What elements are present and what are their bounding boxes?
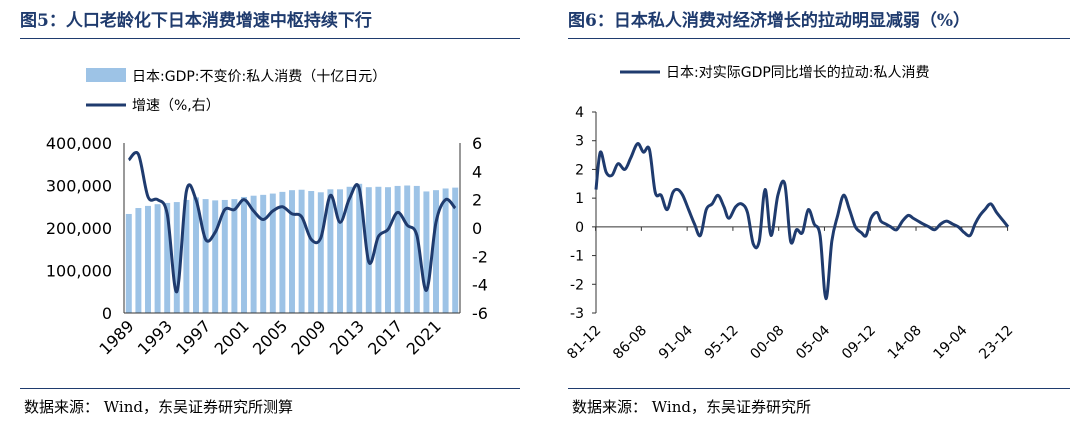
bar-1990 [135,208,142,313]
x-tick-label: 95-12 [702,323,742,363]
bar-2012 [346,186,353,313]
left-y-tick-label: 0 [102,304,112,323]
bar-2020 [423,191,430,313]
x-tick-label: 14-08 [885,323,925,363]
bar-1996 [193,197,199,313]
right-y-tick-label: 6 [472,134,482,153]
bar-2004 [269,193,276,313]
bar-2001 [241,196,247,313]
x-tick-label: 86-08 [610,323,650,363]
bar-2005 [279,191,286,313]
x-tick-label: 2001 [211,316,253,358]
bar-2002 [250,195,257,313]
figure-6-bottom-rule [568,388,1070,389]
x-tick-label: 81-12 [564,323,604,363]
bar-1989 [125,213,132,313]
bar-2023 [452,187,459,313]
bar-2007 [298,189,305,313]
figure-6-top-rule [568,38,1070,39]
legend-label-consumption-contribution: 日本:对实际GDP同比增长的拉动:私人消费 [666,65,930,81]
bar-2010 [327,189,334,313]
bar-2000 [231,199,238,313]
legend-swatch-private-consumption [86,68,126,82]
left-y-tick-label: 400,000 [46,134,112,153]
x-tick-label: 00-08 [747,323,787,363]
bar-1993 [164,202,171,313]
consumption-growth-chart: 日本:GDP:不变价:私人消费（十亿日元） 增速（%,右） 0 100,000 200,… [46,68,488,359]
bar-2017 [394,185,401,313]
figure-6-panel: 图6：日本私人消费对经济增长的拉动明显减弱（%） 日本:对实际GDP同比增长的拉… [548,0,1080,430]
y-tick-label: 3 [575,134,584,150]
bar-2009 [317,192,324,313]
legend-label-growth-rate: 增速（%,右） [132,98,220,114]
y-tick-label: 4 [575,105,584,121]
bar-2022 [442,188,449,313]
left-y-tick-label: 200,000 [46,219,112,238]
x-tick-label: 2009 [287,316,329,358]
x-tick-label: 05-04 [793,322,833,362]
y-tick-label: 1 [575,191,584,207]
figure-6-source: 数据来源： Wind，东吴证券研究所 [572,398,811,416]
left-y-tick-label: 300,000 [46,177,112,196]
bar-2018 [404,185,411,313]
bar-2015 [375,186,382,313]
right-y-tick-label: -6 [472,304,488,323]
bar-2013 [356,183,363,313]
figure-5-source: 数据来源： Wind，东吴证券研究所测算 [24,398,293,416]
bar-2006 [289,190,295,313]
figure-5-bottom-rule [20,388,520,389]
bar-2003 [260,194,267,313]
bar-2016 [385,187,391,313]
x-tick-label: 2005 [249,316,291,358]
bar-1994 [173,202,180,313]
bar-2021 [433,190,439,313]
right-y-tick-label: 4 [472,162,482,181]
growth-rate-line [127,150,457,294]
bar-1998 [212,200,219,313]
x-tick-label: 1997 [172,316,214,358]
bar-2008 [308,191,315,313]
figure-5-title: 图5：人口老龄化下日本消费增速中枢持续下行 [20,11,372,31]
bar-1992 [154,204,161,313]
figure-5-panel: 图5：人口老龄化下日本消费增速中枢持续下行 日本:GDP:不变价:私人消费（十亿… [0,0,530,430]
x-tick-label: 23-12 [976,323,1016,363]
bar-2011 [337,189,343,313]
x-tick-label: 1993 [134,316,176,358]
x-tick-label: 2013 [326,316,368,358]
figure-6-title: 图6：日本私人消费对经济增长的拉动明显减弱（%） [568,11,970,31]
right-y-tick-label: -4 [472,276,488,295]
bar-2019 [413,185,420,313]
y-tick-label: -2 [570,277,584,293]
bar-1991 [145,205,151,313]
x-tick-label: 2021 [403,316,445,358]
bar-1999 [221,199,228,313]
right-y-tick-label: 2 [472,191,482,210]
consumption-contribution-line [594,142,1010,301]
bar-1995 [183,199,190,313]
x-tick-label: 2017 [364,316,406,358]
right-y-tick-label: 0 [472,219,482,238]
right-y-tick-label: -2 [472,247,488,266]
bar-1997 [202,199,209,313]
y-tick-label: 2 [575,162,584,178]
x-tick-label: 91-04 [656,322,696,362]
y-tick-label: 0 [575,220,584,236]
x-tick-label: 09-12 [839,323,879,363]
consumption-contribution-chart: 日本:对实际GDP同比增长的拉动:私人消费 -3 -2 -1 0 1 2 3 4 81-12 86-… [564,65,1016,363]
bar-2014 [365,187,372,313]
x-tick-label: 19-04 [931,322,971,362]
left-y-tick-label: 100,000 [46,262,112,281]
y-tick-label: -3 [570,306,584,322]
y-tick-label: -1 [570,249,584,265]
legend-label-private-consumption: 日本:GDP:不变价:私人消费（十亿日元） [132,69,386,85]
figure-5-top-rule [20,38,520,39]
